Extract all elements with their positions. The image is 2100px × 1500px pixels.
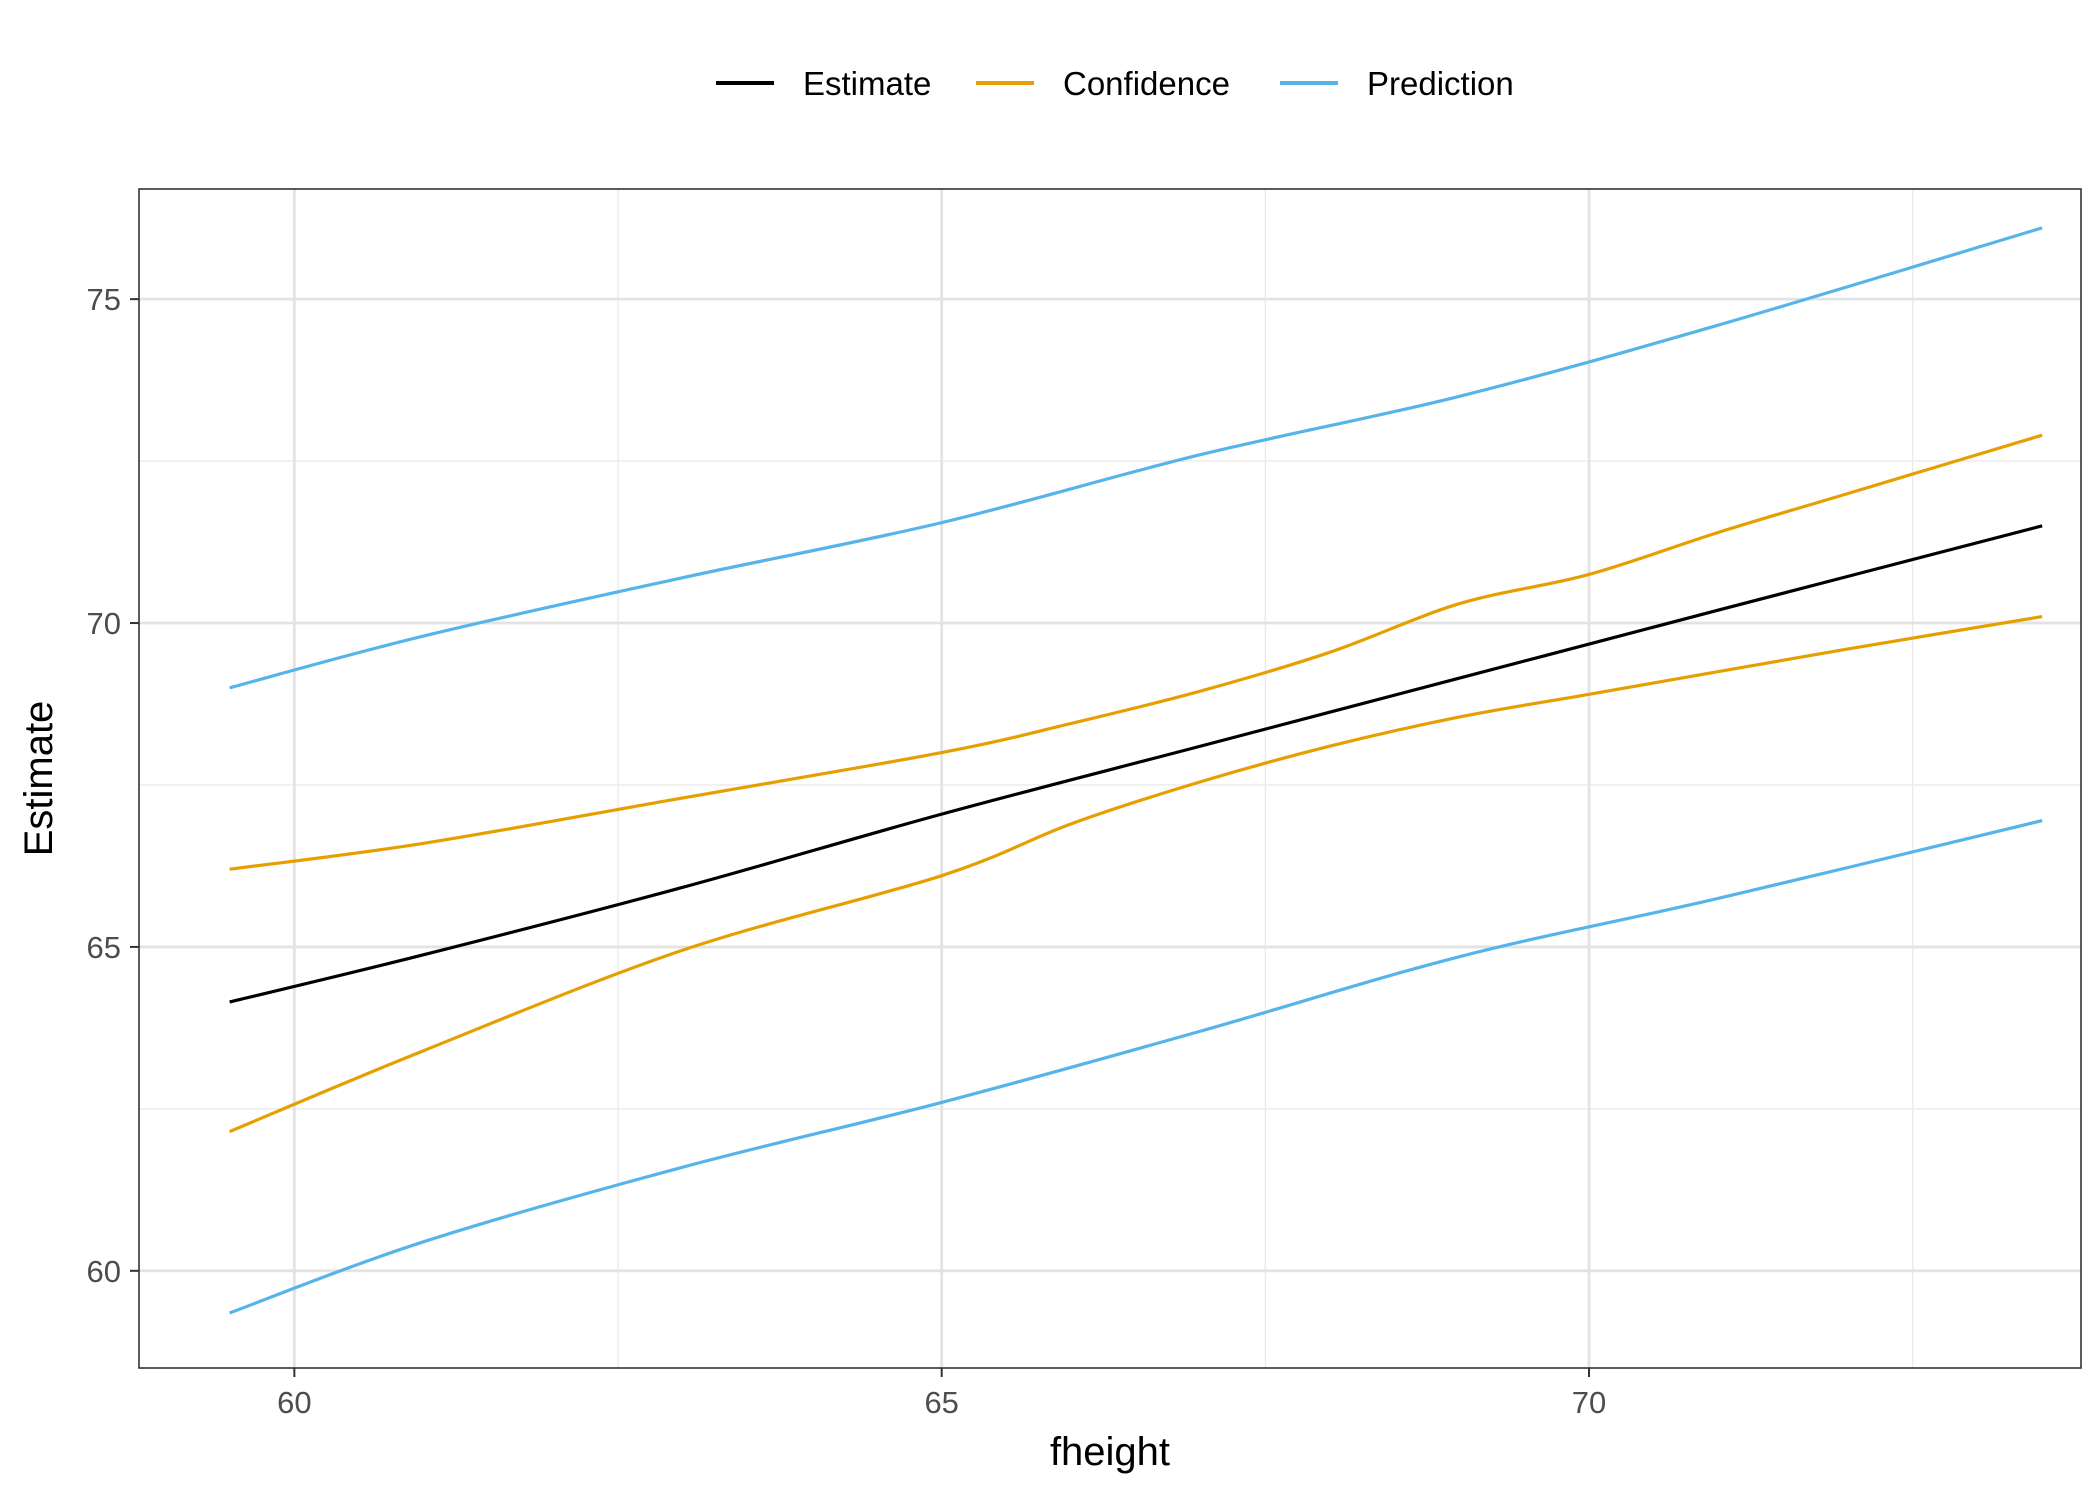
y-tick-label: 70 [87, 606, 121, 641]
x-tick-label: 70 [1572, 1385, 1606, 1420]
x-tick-label: 60 [277, 1385, 311, 1420]
legend-label-prediction: Prediction [1367, 65, 1514, 102]
y-tick-label: 65 [87, 930, 121, 965]
minor-gridlines [139, 189, 2081, 1368]
series-line-prediction-upper [229, 226, 2043, 690]
axes: 60 65 70 60 65 70 75 [87, 282, 1607, 1420]
series-line-confidence-upper [229, 433, 2043, 871]
series-lines [229, 226, 2043, 1315]
plot-panel [139, 189, 2081, 1368]
x-tick-label: 65 [924, 1385, 958, 1420]
legend: Estimate Confidence Prediction [716, 65, 1514, 102]
plot-panel-border [138, 188, 2082, 1369]
series-line-estimate [229, 524, 2043, 1004]
legend-label-estimate: Estimate [803, 65, 931, 102]
legend-label-confidence: Confidence [1063, 65, 1230, 102]
y-tick-label: 60 [87, 1254, 121, 1289]
major-gridlines [139, 189, 2081, 1368]
series-line-confidence-lower [229, 614, 2043, 1134]
y-tick-label: 75 [87, 282, 121, 317]
x-axis-title: fheight [1050, 1430, 1170, 1474]
y-axis-title: Estimate [17, 701, 61, 857]
series-line-prediction-lower [229, 819, 2043, 1315]
